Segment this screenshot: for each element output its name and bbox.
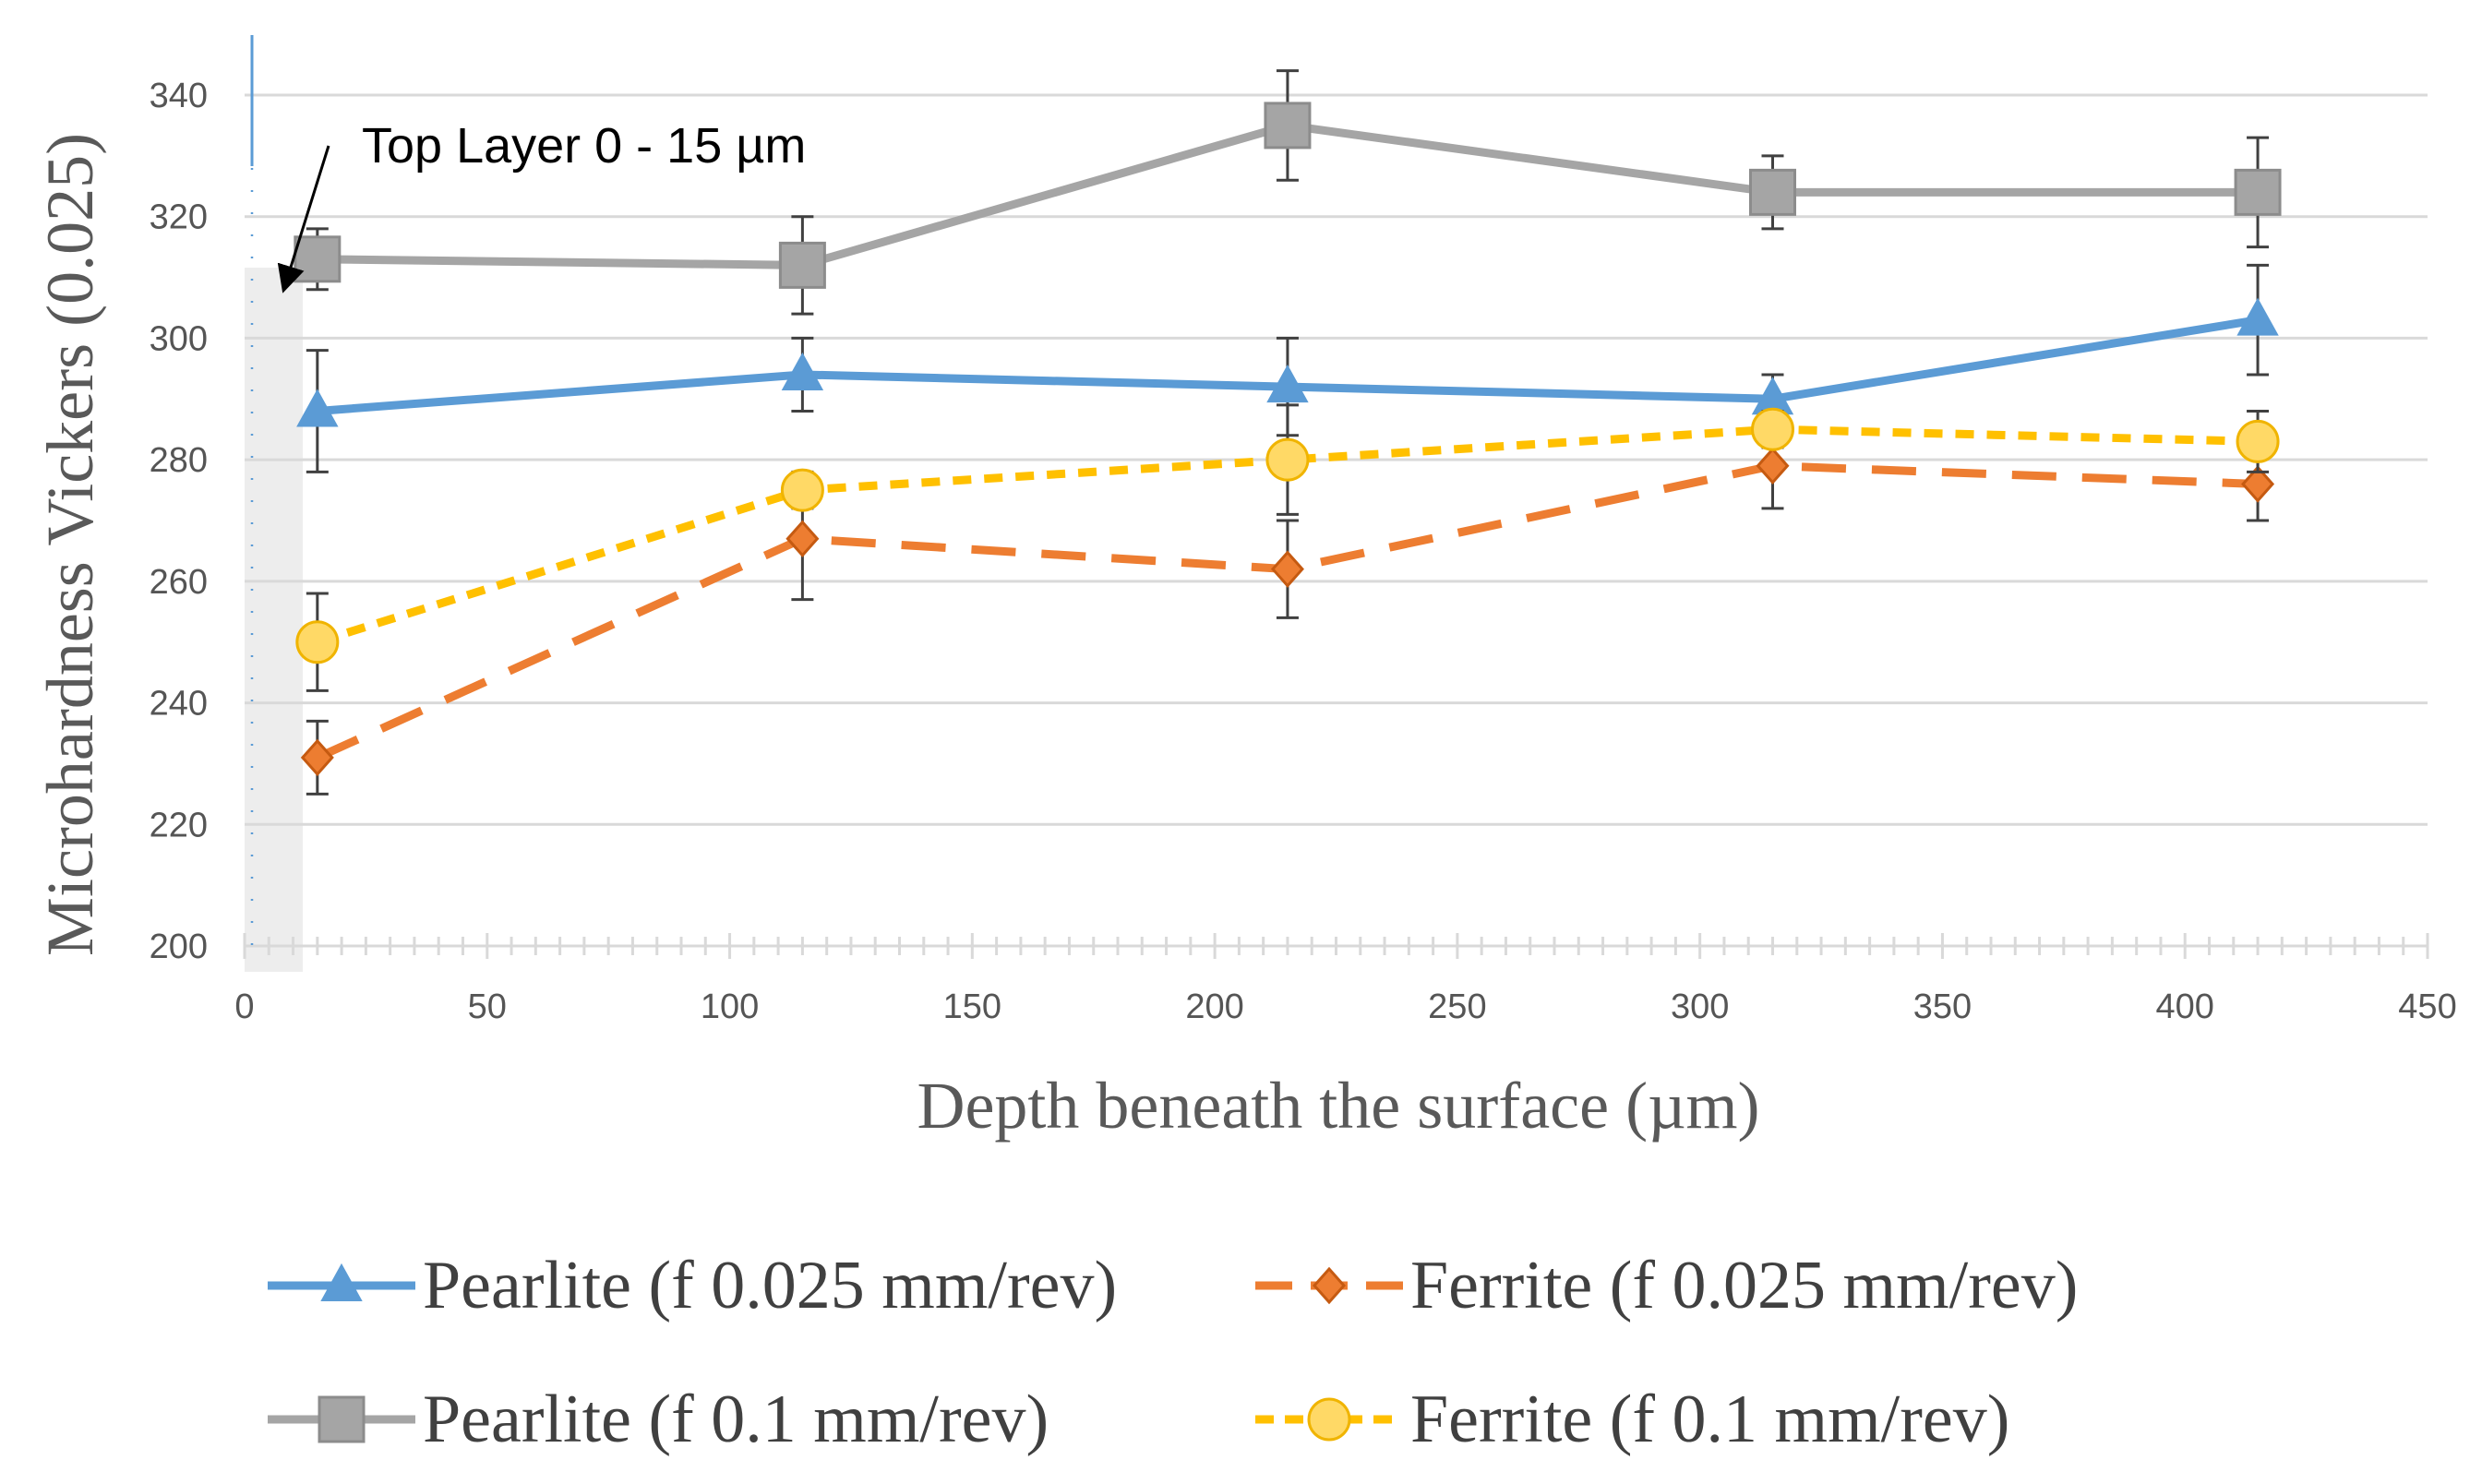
y-tick-label: 200 (150, 928, 208, 966)
y-tick-label: 340 (150, 77, 208, 115)
series-group (294, 69, 2282, 796)
data-point (300, 738, 334, 777)
legend-marker (1307, 1397, 1351, 1442)
data-point (781, 352, 824, 390)
x-tick-label: 400 (2156, 987, 2214, 1026)
legend-label: Pearlite (f 0.025 mm/rev) (423, 1248, 1117, 1323)
annotation-text: Top Layer 0 - 15 µm (362, 118, 806, 174)
y-tick-label: 240 (150, 685, 208, 724)
data-point (2241, 465, 2275, 503)
legend-item-3: Pearlite (f 0.1 mm/rev) (268, 1382, 1049, 1457)
series-line (316, 425, 2259, 647)
y-tick-label: 220 (150, 806, 208, 844)
legend: Pearlite (f 0.025 mm/rev) Ferrite (f 0.02… (268, 1248, 2078, 1457)
y-tick-label: 320 (150, 198, 208, 237)
y-tick-labels: 200 220 240 260 280 300 320 340 (150, 77, 208, 966)
x-tick-label: 450 (2398, 987, 2456, 1026)
legend-marker (318, 1395, 366, 1443)
legend-item-1: Pearlite (f 0.025 mm/rev) (268, 1248, 1117, 1323)
y-tick-label: 280 (150, 441, 208, 480)
legend-marker (1312, 1266, 1347, 1305)
x-tick-label: 300 (1671, 987, 1729, 1026)
data-point (780, 468, 824, 512)
axes (243, 35, 2429, 959)
x-tick-label: 200 (1185, 987, 1243, 1026)
top-layer-shading (245, 268, 304, 972)
legend-item-4: Ferrite (f 0.1 mm/rev) (1255, 1382, 2009, 1457)
series-4 (295, 403, 2280, 692)
x-tick-label: 100 (701, 987, 759, 1026)
gridlines (245, 93, 2428, 948)
data-point (294, 235, 342, 283)
data-point (1265, 437, 1310, 482)
x-tick-label: 50 (468, 987, 507, 1026)
legend-marker (320, 1263, 363, 1301)
data-point (1749, 168, 1796, 216)
data-point (778, 241, 826, 289)
annotation: Top Layer 0 - 15 µm (277, 118, 806, 293)
data-point (296, 389, 339, 427)
y-axis-title: Microhardness Vickers (0.025) (33, 133, 107, 956)
x-axis-title: Depth beneath the surface (µm) (917, 1069, 1759, 1143)
plot-area: 0 50 100 150 200 250 300 350 400 450 200 220 240 260… (150, 35, 2457, 1026)
top-layer-band (245, 268, 304, 972)
legend-label: Ferrite (f 0.1 mm/rev) (1410, 1382, 2009, 1457)
data-point (2236, 297, 2279, 336)
data-point (2234, 168, 2282, 216)
x-tick-label: 0 (234, 987, 254, 1026)
y-tick-label: 260 (150, 563, 208, 602)
x-tick-label: 250 (1428, 987, 1486, 1026)
x-tick-labels: 0 50 100 150 200 250 300 350 400 450 (234, 987, 2456, 1026)
annotation-arrow (277, 145, 330, 293)
data-point (785, 520, 820, 558)
data-point (1264, 102, 1312, 150)
data-point (1270, 550, 1304, 588)
data-point (1751, 407, 1794, 451)
legend-label: Ferrite (f 0.025 mm/rev) (1410, 1248, 2078, 1323)
x-tick-label: 150 (943, 987, 1001, 1026)
y-tick-label: 300 (150, 319, 208, 358)
legend-item-2: Ferrite (f 0.025 mm/rev) (1255, 1248, 2078, 1323)
series-3 (294, 69, 2282, 316)
data-point (295, 620, 340, 664)
legend-label: Pearlite (f 0.1 mm/rev) (423, 1382, 1049, 1457)
series-1 (296, 263, 2279, 473)
data-point (1756, 447, 1790, 485)
data-point (2236, 419, 2280, 463)
x-tick-label: 350 (1913, 987, 1972, 1026)
data-point (1266, 365, 1309, 403)
